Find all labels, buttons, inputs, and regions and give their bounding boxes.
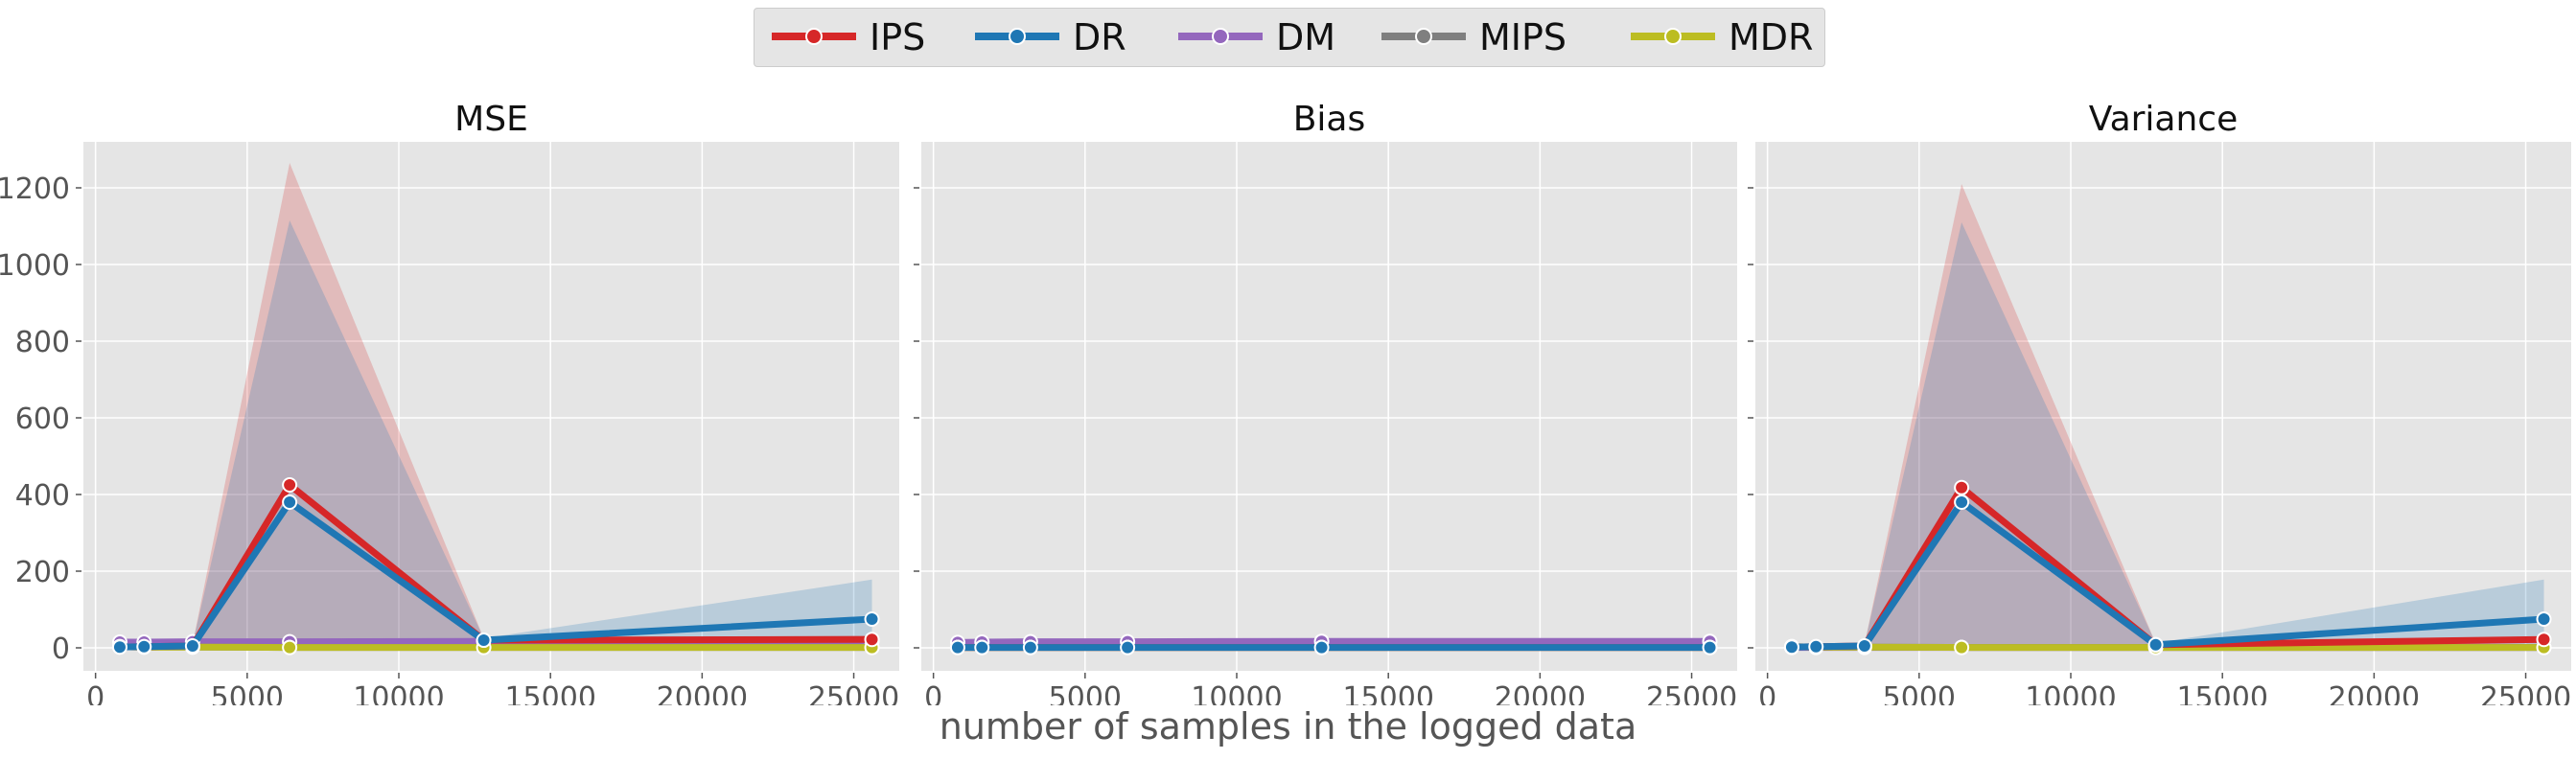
data-point-dr — [1783, 639, 1799, 656]
series-line-dm — [957, 637, 1710, 646]
x-tick-label: 25000 — [1646, 681, 1737, 705]
legend-label: MIPS — [1479, 16, 1567, 58]
legend-swatch — [975, 28, 1059, 45]
y-tick-label: 0 — [52, 632, 70, 666]
legend-label: MDR — [1729, 16, 1814, 58]
data-point-ips — [282, 477, 298, 493]
legend-swatch — [1631, 28, 1715, 45]
plot-background — [83, 142, 899, 671]
data-point-dr — [1313, 639, 1330, 656]
y-tick-label: 1000 — [0, 249, 70, 283]
x-axis-label: number of samples in the logged data — [939, 705, 1637, 748]
y-tick-label: 1200 — [0, 172, 70, 206]
data-point-dr — [2147, 636, 2164, 653]
data-point-dr — [282, 494, 298, 510]
confidence-band-ips — [119, 163, 872, 648]
x-tick-label: 10000 — [1191, 681, 1282, 705]
legend-swatch — [772, 28, 856, 45]
legend-swatch — [1381, 28, 1466, 45]
data-point-ips — [864, 632, 880, 648]
panel-variance: 0 5000 10000 15000 20000 25000 Variance — [1748, 100, 2571, 705]
plot-background — [1755, 142, 2571, 671]
chart-figure: 0 200 400 600 800 1000 1200 0 5000 10000 15000 2000… — [0, 100, 2571, 705]
legend: IPS DR DM MIPS MDR — [754, 8, 1825, 67]
legend-label: DR — [1073, 16, 1126, 58]
plot-background — [921, 142, 1737, 671]
x-tick-label: 0 — [924, 681, 942, 705]
series-line-mdr — [119, 643, 872, 652]
data-point-dr — [949, 639, 965, 656]
data-point-mdr — [282, 639, 298, 656]
data-point-dr — [136, 638, 152, 655]
panel-title: MSE — [454, 100, 528, 139]
data-point-dr — [1120, 639, 1136, 656]
panel-title: Bias — [1293, 100, 1366, 139]
panel-mse: 0 200 400 600 800 1000 1200 0 5000 10000 15000 2000… — [0, 100, 899, 705]
data-point-dr — [1954, 494, 1970, 510]
panel-title: Variance — [2089, 100, 2239, 139]
y-tick-label: 600 — [15, 402, 70, 436]
data-point-dr — [1702, 639, 1718, 656]
confidence-band-dr — [1791, 222, 2544, 648]
data-point-dr — [184, 638, 200, 654]
x-tick-label: 0 — [86, 681, 104, 705]
x-tick-label: 10000 — [353, 681, 444, 705]
x-tick-label: 20000 — [657, 681, 748, 705]
panel-bias: 0 5000 10000 15000 20000 25000 Bias — [914, 100, 1737, 705]
data-point-dr — [974, 639, 990, 656]
x-tick-label: 20000 — [2329, 681, 2420, 705]
x-tick-label: 0 — [1758, 681, 1776, 705]
data-point-dr — [864, 611, 880, 627]
data-point-dr — [1022, 639, 1038, 656]
x-tick-label: 10000 — [2025, 681, 2116, 705]
x-tick-label: 5000 — [1883, 681, 1956, 705]
confidence-band-dr — [119, 220, 872, 648]
data-point-dr — [1856, 638, 1872, 654]
x-tick-label: 15000 — [2176, 681, 2267, 705]
y-tick-label: 800 — [15, 326, 70, 359]
x-tick-label: 15000 — [1342, 681, 1433, 705]
legend-swatch — [1178, 28, 1263, 45]
confidence-band-ips — [1791, 184, 2544, 648]
data-point-dr — [476, 632, 492, 648]
x-tick-label: 20000 — [1495, 681, 1586, 705]
data-point-dr — [1808, 638, 1824, 655]
x-tick-label: 5000 — [1049, 681, 1122, 705]
data-point-dr — [2536, 611, 2552, 627]
x-tick-label: 25000 — [808, 681, 899, 705]
data-point-ips — [1954, 479, 1970, 495]
data-point-ips — [2536, 632, 2552, 648]
legend-label: DM — [1276, 16, 1336, 58]
data-point-mdr — [1954, 639, 1970, 656]
data-point-dr — [111, 639, 128, 656]
x-tick-label: 5000 — [211, 681, 284, 705]
x-tick-label: 15000 — [504, 681, 595, 705]
legend-label: IPS — [870, 16, 926, 58]
x-tick-label: 25000 — [2480, 681, 2571, 705]
y-tick-label: 200 — [15, 556, 70, 589]
y-tick-label: 400 — [15, 479, 70, 513]
